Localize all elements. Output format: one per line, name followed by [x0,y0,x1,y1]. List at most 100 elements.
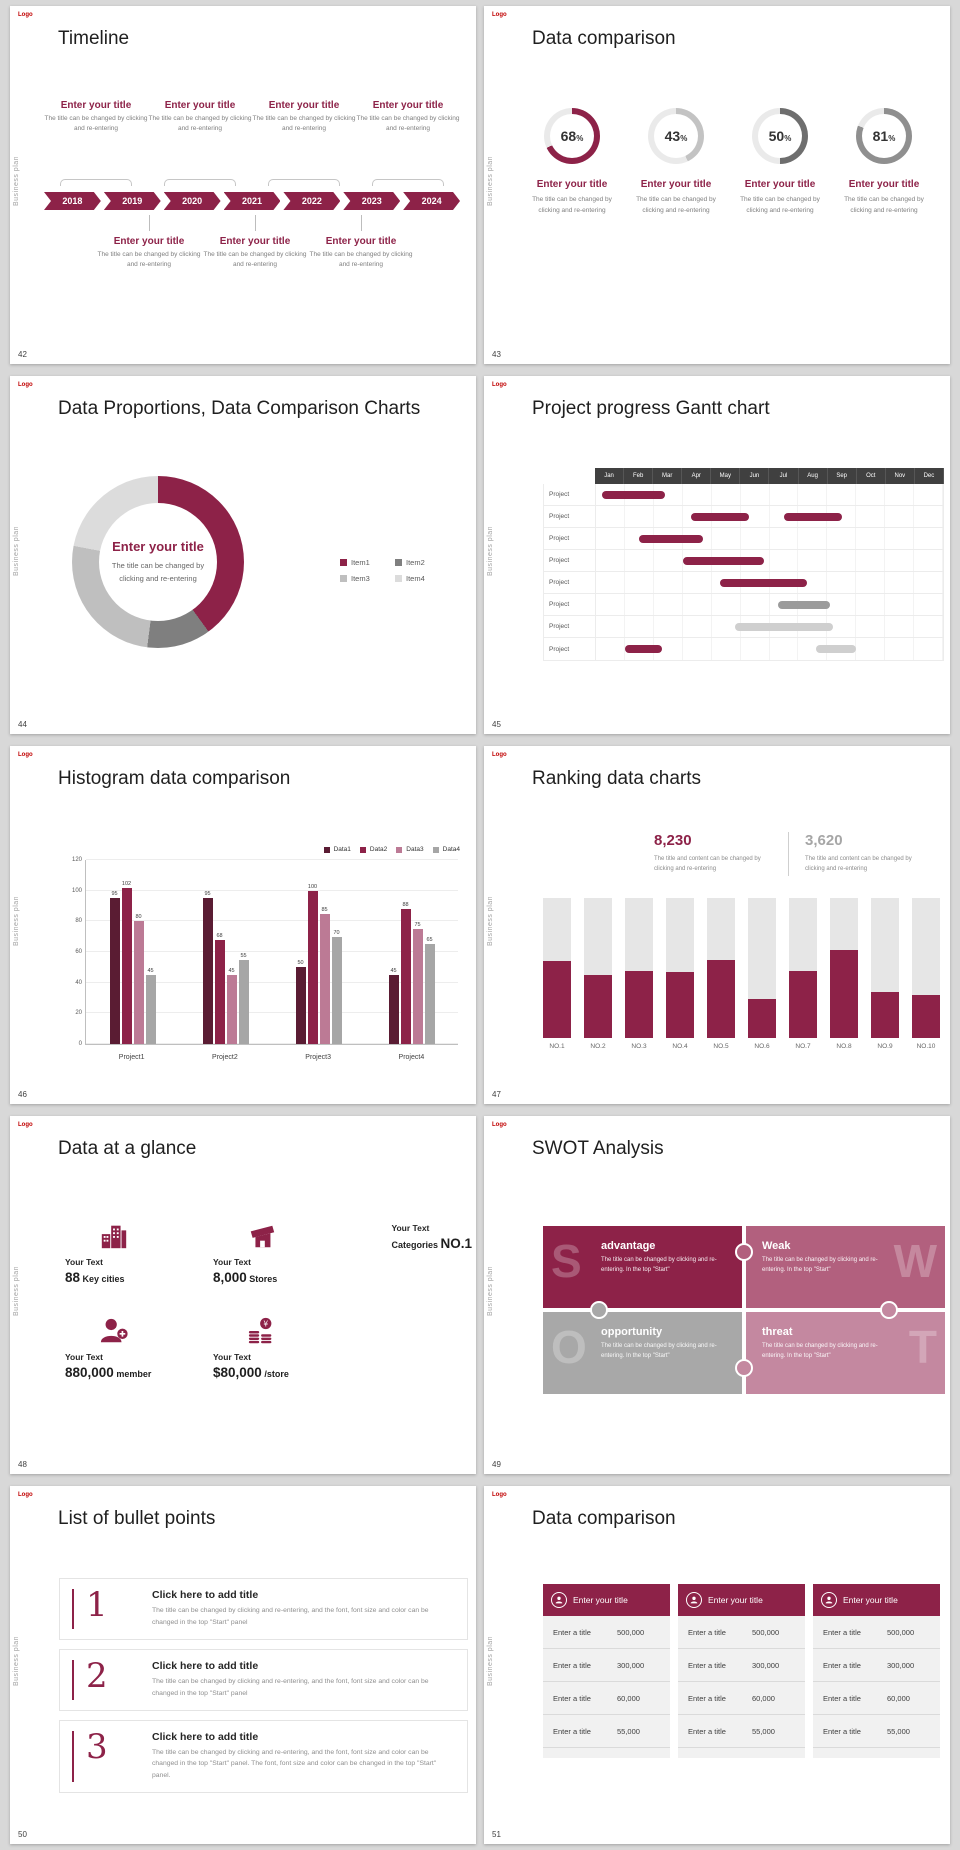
histogram-legend: Data1 Data2 Data3 Data4 [323,846,460,853]
stat-unit: Stores [246,1274,278,1284]
brand-logo: Logo [492,382,507,388]
gantt-bar [682,557,764,565]
slide-50-bullet-points[interactable]: Logo Business plan 50 List of bullet poi… [10,1486,476,1844]
timeline-entry-title: Enter your title [268,100,340,111]
slide-47-ranking[interactable]: Logo Business plan 47 Ranking data chart… [484,746,950,1104]
stat-text: Your Text 8,000 Stores [213,1257,345,1287]
swot-desc: The title can be changed by clicking and… [762,1257,878,1273]
legend-item: Item3 [340,574,395,583]
swot-desc: The title can be changed by clicking and… [601,1257,717,1273]
timeline-entry-title: Enter your title [372,100,444,111]
gantt-grid-cell [885,638,915,660]
donut-desc: The title can be changed by clicking and… [844,196,924,215]
donut-title: Enter your title [848,179,920,190]
y-tick-label: 20 [75,1010,82,1017]
bar-rect [202,898,213,1044]
timeline-entry-desc: The title can be changed by clicking and… [252,115,356,133]
gantt-grid-cell [654,506,683,527]
histogram-chart: Data1 Data2 Data3 Data4 0 20 40 60 80 100 120 95 10… [65,846,460,1061]
swot-quadrant: W Weak The title can be changed by clickin… [746,1226,945,1308]
timeline-entry-title: Enter your title [325,236,397,247]
bar-rect [424,944,435,1044]
timeline-year-chevron: 2018 [44,192,101,210]
slide-44-data-proportions[interactable]: Logo Business plan 44 Data Proportions, … [10,376,476,734]
y-tick-label: 80 [75,918,82,925]
gantt-row-grid [596,506,944,527]
row-value: 300,000 [617,1660,645,1670]
ranking-column: NO.5 [707,898,735,1050]
gantt-grid-cell [798,528,828,549]
slide-42-timeline[interactable]: Logo Business plan 42 Timeline Enter you… [10,6,476,364]
gantt-grid-cell [712,594,741,615]
bar-rect [214,939,225,1044]
legend-label: Item2 [406,558,425,567]
timeline-entry: Enter your title The title can be changed… [308,215,414,271]
svg-text:¥: ¥ [263,1319,268,1328]
bar-rect [331,936,342,1044]
ranking-bar-fill [871,991,899,1038]
ranking-bar-track [543,898,571,1038]
slide-43-data-comparison[interactable]: Logo Business plan 43 Data comparison 68… [484,6,950,364]
legend-swatch [395,575,402,582]
bar-rect [307,890,318,1044]
side-label: Business plan [487,895,494,947]
timeline-year-chevron: 2020 [164,192,221,210]
bullet-title: Click here to add title [152,1730,259,1743]
gantt-row-label: Project [544,550,596,571]
bullet-body: Click here to add title The title can be … [152,1731,453,1783]
bar-group: 50 100 85 70 [295,860,342,1044]
gantt-grid-cell [827,484,857,505]
bar-value-label: 95 [204,891,211,898]
ranking-bar-track [748,898,776,1038]
timeline-entry-title: Enter your title [113,236,185,247]
legend-swatch [323,846,330,853]
bar-rect [133,921,144,1044]
bar-value-label: 45 [147,968,154,974]
stat-block: Your Text 8,000 Stores [213,1221,345,1287]
slide-46-histogram[interactable]: Logo Business plan 46 Histogram data com… [10,746,476,1104]
comparison-table: Enter your title Enter a title 500,000 Ente… [543,1584,670,1758]
slide-number: 50 [18,1830,27,1839]
ranking-category-label: NO.8 [836,1043,852,1050]
swot-watermark-letter: S [551,1235,582,1287]
timeline-entry: Enter your title The title can be changed… [148,100,252,186]
slide-48-data-glance[interactable]: Logo Business plan 48 Data at a glance Y… [10,1116,476,1474]
brand-logo: Logo [18,752,33,758]
category-label: Project1 [118,1054,145,1061]
pie-center-desc: The title can be changed by clicking and… [111,560,205,583]
gantt-grid-cell [596,616,625,637]
gantt-grid-cell [914,616,944,637]
slide-45-gantt[interactable]: Logo Business plan 45 Project progress G… [484,376,950,734]
pie-chart: Enter your title The title can be change… [72,476,244,648]
donut-stat: 43% Enter your title The title can be chan… [632,108,720,216]
ranking-stat-desc: The title and content can be changed by … [805,856,912,873]
swot-heading: Weak [762,1240,791,1252]
gantt-grid-cell [625,550,654,571]
timeline-year-chevron: 2022 [283,192,340,210]
donut-title: Enter your title [536,179,608,190]
timeline-year-chevron: 2024 [403,192,460,210]
ranking-bar-fill [707,959,735,1038]
row-label: Enter a title [553,1627,591,1637]
slide-51-data-comparison-tables[interactable]: Logo Business plan 51 Data comparison En… [484,1486,950,1844]
gantt-month-cell: May [711,468,741,484]
glance-grid: Your Text 88 Key cities Your Text 8,000 Sto… [65,1221,472,1421]
table-row: Enter a title 500,000 [678,1616,805,1649]
row-label: Enter a title [688,1726,726,1736]
gantt-grid-cell [712,528,741,549]
table-row: Enter a title 55,000 [678,1715,805,1748]
donut-title: Enter your title [640,179,712,190]
category-label: Project4 [398,1054,425,1061]
ranking-column: NO.9 [871,898,899,1050]
gantt-grid-cell [625,616,654,637]
swot-heading: opportunity [601,1326,663,1338]
bar: 65 [424,860,435,1044]
row-value: 500,000 [887,1627,915,1637]
swot-desc: The title can be changed by clicking and… [762,1343,878,1359]
ranking-bar-track [830,898,858,1038]
timeline-entry-title: Enter your title [60,100,132,111]
swot-watermark-letter: W [893,1235,937,1287]
gantt-grid-cell [914,528,944,549]
